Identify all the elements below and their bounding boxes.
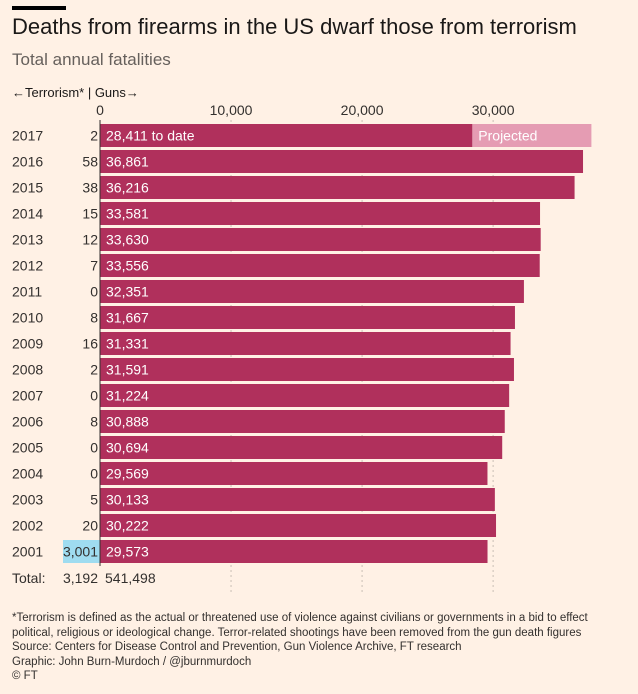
gun-bar [100, 280, 524, 303]
gun-value: 28,411 to date [106, 128, 195, 144]
gun-bar [100, 436, 503, 459]
total-guns: 541,498 [105, 570, 156, 586]
gun-bar [100, 228, 541, 251]
year-label: 2006 [12, 414, 43, 430]
terrorism-value: 2 [90, 362, 98, 378]
year-label: 2013 [12, 232, 43, 248]
x-tick-label: 10,000 [210, 102, 253, 118]
gun-value: 31,591 [106, 362, 149, 378]
year-label: 2016 [12, 154, 43, 170]
terrorism-value: 38 [82, 180, 98, 196]
year-label: 2003 [12, 492, 43, 508]
gun-bar [100, 124, 473, 147]
gun-bar [100, 384, 510, 407]
terrorism-value: 58 [82, 154, 98, 170]
terrorism-value: 8 [90, 310, 98, 326]
terrorism-value: 15 [82, 206, 98, 222]
gun-value: 36,861 [106, 154, 149, 170]
source-line: Source: Centers for Disease Control and … [12, 641, 462, 653]
gun-value: 32,351 [106, 284, 149, 300]
chart-notes: *Terrorism is defined as the actual or t… [12, 611, 632, 684]
gun-bar [100, 462, 488, 485]
terrorism-value: 3,001 [63, 544, 98, 560]
terrorism-value: 5 [90, 492, 98, 508]
gun-bar [100, 488, 495, 511]
gun-value: 30,222 [106, 518, 149, 534]
gun-value: 33,581 [106, 206, 149, 222]
chart-title: Deaths from firearms in the US dwarf tho… [12, 14, 577, 39]
total-terrorism: 3,192 [63, 570, 98, 586]
copyright: © FT [12, 670, 38, 682]
year-label: 2017 [12, 128, 43, 144]
gun-value: 31,331 [106, 336, 149, 352]
legend-label: ←Terrorism* | Guns→ [12, 85, 139, 100]
projected-bar [472, 124, 592, 147]
terrorism-value: 12 [82, 232, 98, 248]
ft-accent-bar [12, 6, 66, 10]
gun-value: 30,133 [106, 492, 149, 508]
projected-label: Projected [478, 128, 537, 144]
terrorism-bar [63, 540, 100, 563]
gun-bar [100, 254, 540, 277]
footnote-line-1: *Terrorism is defined as the actual or t… [12, 612, 588, 624]
chart-subtitle: Total annual fatalities [12, 50, 171, 69]
gun-bar [100, 358, 514, 381]
year-label: 2015 [12, 180, 43, 196]
terrorism-value: 8 [90, 414, 98, 430]
gun-value: 33,556 [106, 258, 149, 274]
gun-bar [100, 410, 505, 433]
gun-value: 36,216 [106, 180, 149, 196]
terrorism-value: 16 [82, 336, 98, 352]
gun-bar [100, 332, 511, 355]
terrorism-value: 0 [90, 284, 98, 300]
year-label: 2010 [12, 310, 43, 326]
gun-bar [100, 540, 488, 563]
year-label: 2009 [12, 336, 43, 352]
terrorism-value: 0 [90, 388, 98, 404]
chart: ←Terrorism* | Guns→ 0 10,000 20,000 30,000 Pr… [12, 85, 592, 592]
gun-value: 33,630 [106, 232, 149, 248]
year-label: 2005 [12, 440, 43, 456]
gun-value: 31,667 [106, 310, 149, 326]
year-label: 2007 [12, 388, 43, 404]
year-label: 2004 [12, 466, 43, 482]
gun-value: 29,569 [106, 466, 149, 482]
year-label: 2002 [12, 518, 43, 534]
graphic-credit: Graphic: John Burn-Murdoch / @jburnmurdo… [12, 655, 252, 668]
year-label: 2014 [12, 206, 43, 222]
gun-bar [100, 150, 584, 173]
x-tick-label: 20,000 [341, 102, 384, 118]
gun-bar [100, 176, 575, 199]
terrorism-value: 0 [90, 466, 98, 482]
terrorism-value: 7 [90, 258, 98, 274]
year-label: 2008 [12, 362, 43, 378]
gun-bar [100, 202, 541, 225]
year-label: 2012 [12, 258, 43, 274]
x-tick-label: 30,000 [472, 102, 515, 118]
gun-value: 29,573 [106, 544, 149, 560]
gun-value: 30,888 [106, 414, 149, 430]
gun-bar [100, 306, 515, 329]
total-label: Total: [12, 570, 45, 586]
x-tick-label: 0 [96, 102, 104, 118]
year-label: 2011 [12, 284, 42, 300]
year-label: 2001 [12, 544, 43, 560]
terrorism-value: 20 [82, 518, 98, 534]
terrorism-value: 0 [90, 440, 98, 456]
gun-value: 30,694 [106, 440, 149, 456]
gun-bar [100, 514, 497, 537]
gun-value: 31,224 [106, 388, 149, 404]
footnote-line-2: political, religious or ideological chan… [12, 626, 582, 639]
terrorism-value: 2 [90, 128, 98, 144]
